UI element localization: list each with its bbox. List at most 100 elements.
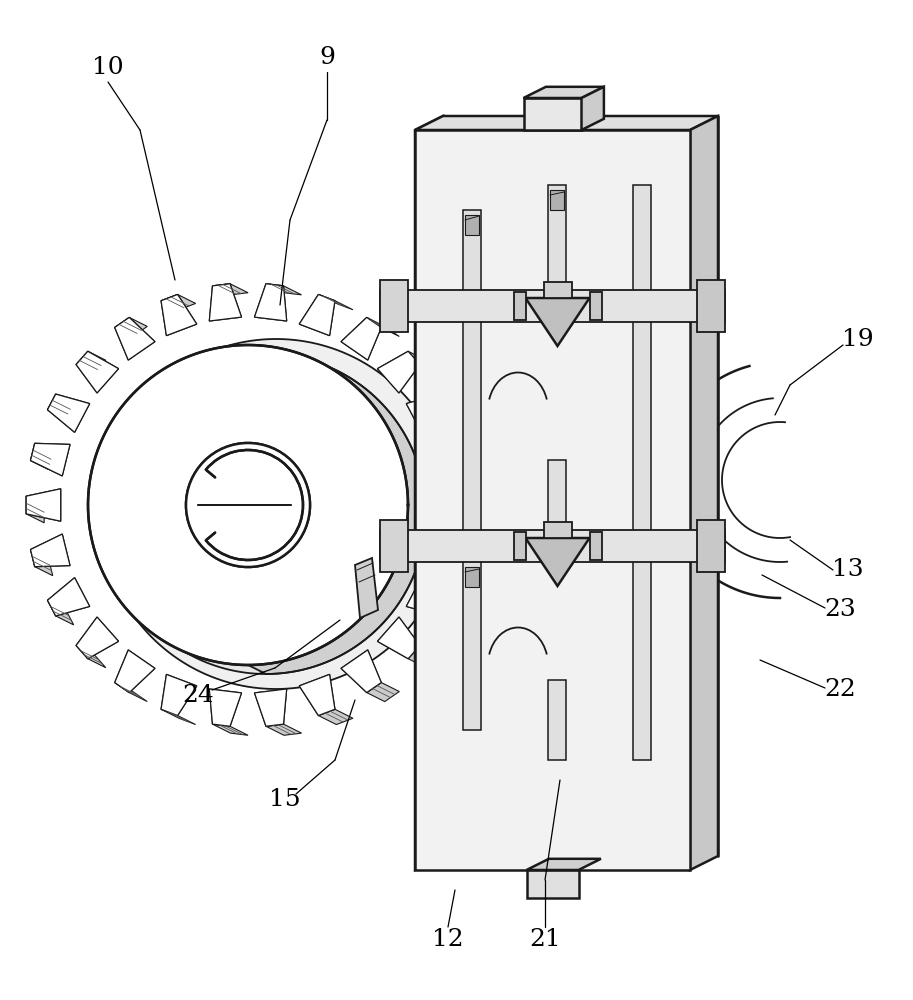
Polygon shape [408, 351, 438, 374]
Polygon shape [115, 317, 155, 360]
Polygon shape [633, 185, 651, 760]
Text: 15: 15 [269, 788, 300, 812]
Polygon shape [406, 578, 448, 616]
Polygon shape [550, 190, 564, 210]
Polygon shape [30, 534, 70, 567]
Polygon shape [697, 280, 725, 332]
Polygon shape [590, 532, 602, 560]
Polygon shape [590, 292, 602, 320]
Polygon shape [526, 538, 590, 586]
Polygon shape [161, 674, 196, 716]
Polygon shape [465, 215, 479, 235]
Polygon shape [341, 317, 382, 360]
Polygon shape [248, 345, 426, 674]
Polygon shape [299, 674, 335, 716]
Polygon shape [115, 317, 155, 360]
Polygon shape [266, 724, 301, 735]
Polygon shape [367, 317, 399, 336]
Polygon shape [523, 87, 603, 98]
Polygon shape [406, 394, 448, 432]
Polygon shape [341, 650, 382, 693]
Polygon shape [426, 443, 466, 476]
Polygon shape [548, 185, 566, 290]
Circle shape [186, 443, 310, 567]
Polygon shape [161, 294, 196, 336]
Polygon shape [377, 617, 420, 659]
Polygon shape [26, 489, 60, 521]
Polygon shape [213, 284, 248, 295]
Polygon shape [88, 345, 408, 665]
Polygon shape [299, 294, 335, 336]
Text: 21: 21 [530, 928, 561, 952]
Polygon shape [209, 284, 242, 321]
Polygon shape [255, 689, 287, 726]
Polygon shape [76, 351, 106, 374]
Text: 23: 23 [824, 598, 855, 621]
Polygon shape [106, 354, 426, 674]
Text: 10: 10 [92, 56, 124, 80]
Polygon shape [415, 130, 690, 870]
Polygon shape [415, 116, 443, 870]
Polygon shape [26, 489, 60, 521]
Polygon shape [101, 339, 451, 689]
Polygon shape [582, 87, 603, 130]
Circle shape [186, 443, 310, 567]
Polygon shape [465, 567, 479, 587]
Polygon shape [523, 98, 582, 130]
Polygon shape [209, 689, 242, 726]
Polygon shape [662, 366, 780, 598]
Polygon shape [26, 496, 44, 523]
Text: 12: 12 [432, 928, 464, 952]
Polygon shape [436, 489, 470, 521]
Polygon shape [513, 532, 526, 560]
Polygon shape [255, 689, 287, 726]
Polygon shape [426, 534, 466, 567]
Polygon shape [30, 443, 70, 476]
Polygon shape [255, 284, 287, 321]
Polygon shape [406, 394, 448, 432]
Polygon shape [526, 298, 590, 346]
Polygon shape [209, 689, 242, 726]
Polygon shape [527, 870, 579, 898]
Polygon shape [690, 116, 718, 870]
Text: 24: 24 [182, 684, 214, 706]
Polygon shape [266, 284, 301, 295]
Polygon shape [436, 489, 470, 521]
Polygon shape [30, 534, 70, 567]
Polygon shape [47, 394, 89, 432]
Polygon shape [161, 294, 195, 310]
Polygon shape [76, 351, 119, 393]
Polygon shape [377, 351, 420, 393]
Polygon shape [470, 496, 488, 523]
Polygon shape [319, 709, 353, 725]
Polygon shape [461, 443, 484, 470]
Polygon shape [377, 351, 420, 393]
Polygon shape [299, 674, 335, 716]
Polygon shape [76, 645, 106, 668]
Polygon shape [426, 443, 466, 476]
Polygon shape [355, 558, 378, 618]
Polygon shape [299, 294, 335, 336]
Polygon shape [408, 645, 438, 668]
Text: 19: 19 [842, 328, 874, 352]
Polygon shape [115, 650, 155, 693]
Text: 22: 22 [824, 678, 855, 702]
Polygon shape [161, 674, 196, 716]
Polygon shape [47, 578, 89, 616]
Text: 9: 9 [319, 46, 335, 70]
Polygon shape [548, 460, 566, 530]
Polygon shape [341, 650, 382, 693]
Polygon shape [380, 520, 408, 572]
Polygon shape [115, 650, 155, 693]
Polygon shape [161, 294, 196, 336]
Text: 13: 13 [832, 558, 864, 582]
Polygon shape [47, 394, 89, 432]
Polygon shape [697, 520, 725, 572]
Polygon shape [415, 116, 718, 130]
Polygon shape [513, 292, 526, 320]
Polygon shape [548, 680, 566, 760]
Polygon shape [367, 683, 399, 702]
Polygon shape [380, 290, 725, 322]
Polygon shape [543, 282, 572, 298]
Polygon shape [463, 210, 481, 730]
